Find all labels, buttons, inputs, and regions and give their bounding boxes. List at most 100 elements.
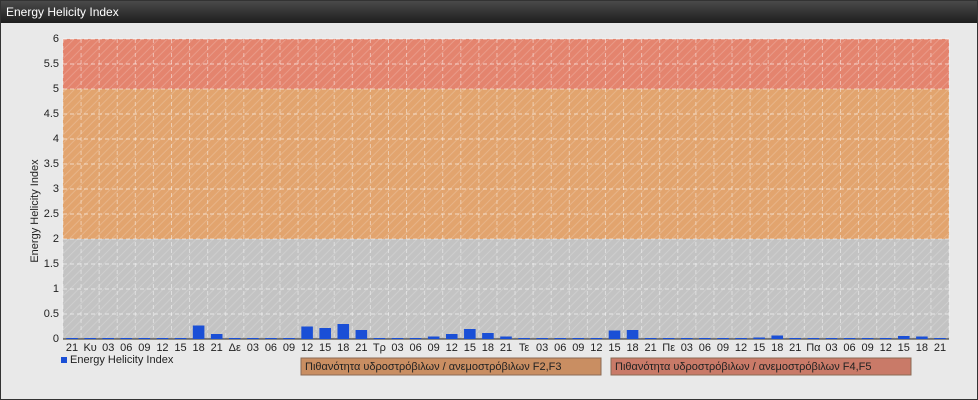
x-tick-label: Πα bbox=[806, 342, 821, 354]
x-tick-label: 06 bbox=[409, 342, 421, 354]
y-tick-label: 4 bbox=[53, 133, 59, 145]
x-tick-label: 21 bbox=[66, 342, 78, 354]
x-tick-label: 18 bbox=[337, 342, 349, 354]
bar bbox=[861, 338, 874, 339]
bar bbox=[807, 338, 820, 339]
bar bbox=[572, 338, 585, 339]
bar bbox=[84, 338, 96, 339]
x-tick-label: Πε bbox=[662, 342, 675, 354]
bar bbox=[373, 338, 386, 339]
y-tick-label: 5 bbox=[53, 83, 59, 95]
x-tick-label: 03 bbox=[391, 342, 403, 354]
band-legend-box bbox=[300, 357, 602, 376]
bar bbox=[934, 338, 946, 339]
x-tick-label: 09 bbox=[862, 342, 874, 354]
bar bbox=[464, 329, 476, 339]
bar bbox=[265, 338, 277, 339]
x-tick-label: 09 bbox=[717, 342, 729, 354]
band-legend-label: Πιθανότητα υδροστρόβιλων / ανεμοστρόβιλω… bbox=[615, 361, 872, 373]
y-tick-label: 4.5 bbox=[44, 108, 59, 120]
bar bbox=[283, 338, 295, 339]
x-tick-label: 21 bbox=[500, 342, 512, 354]
x-tick-label: Τρ bbox=[373, 342, 386, 354]
bar bbox=[409, 338, 422, 339]
x-tick-label: Δε bbox=[229, 342, 241, 354]
x-tick-label: Τε bbox=[519, 342, 530, 354]
x-tick-label: 09 bbox=[428, 342, 440, 354]
x-tick-label: 15 bbox=[319, 342, 331, 354]
bar bbox=[699, 338, 711, 339]
x-tick-label: 15 bbox=[753, 342, 765, 354]
y-tick-label: 0 bbox=[53, 333, 59, 345]
bar bbox=[518, 338, 530, 339]
x-tick-label: 09 bbox=[138, 342, 150, 354]
bar bbox=[644, 338, 657, 339]
bar bbox=[66, 338, 78, 339]
y-tick-label: 3.5 bbox=[44, 158, 59, 170]
bar bbox=[771, 335, 784, 339]
bar bbox=[536, 338, 548, 339]
bar bbox=[337, 324, 350, 339]
legend-swatch bbox=[61, 357, 67, 363]
y-tick-label: 5.5 bbox=[44, 58, 59, 70]
bar bbox=[391, 338, 404, 339]
bar bbox=[590, 338, 603, 339]
x-tick-label: 03 bbox=[536, 342, 548, 354]
y-tick-label: 3 bbox=[53, 183, 59, 195]
x-tick-label: 18 bbox=[771, 342, 783, 354]
x-tick-label: 03 bbox=[247, 342, 259, 354]
bar bbox=[427, 336, 440, 339]
x-tick-label: 09 bbox=[572, 342, 584, 354]
x-tick-label: 12 bbox=[880, 342, 892, 354]
x-tick-label: 06 bbox=[554, 342, 566, 354]
y-tick-label: 1 bbox=[53, 283, 59, 295]
bar bbox=[843, 338, 856, 339]
bar bbox=[355, 330, 368, 339]
x-tick-label: 12 bbox=[735, 342, 747, 354]
bar bbox=[228, 338, 241, 339]
x-tick-label: 12 bbox=[590, 342, 602, 354]
bar bbox=[192, 325, 205, 339]
band-legend-box bbox=[610, 357, 912, 376]
bar bbox=[608, 330, 621, 339]
x-tick-label: 03 bbox=[681, 342, 693, 354]
x-tick-label: 06 bbox=[265, 342, 277, 354]
x-tick-label: 21 bbox=[645, 342, 657, 354]
x-tick-label: 06 bbox=[120, 342, 132, 354]
x-tick-label: 12 bbox=[156, 342, 168, 354]
y-tick-label: 1.5 bbox=[44, 258, 59, 270]
bar bbox=[825, 338, 838, 339]
bar bbox=[753, 337, 765, 339]
bar bbox=[681, 338, 693, 339]
x-tick-label: 15 bbox=[608, 342, 620, 354]
bar bbox=[898, 336, 910, 339]
bar bbox=[879, 338, 892, 339]
bar bbox=[662, 338, 675, 339]
x-tick-label: 18 bbox=[916, 342, 928, 354]
y-tick-label: 2 bbox=[53, 233, 59, 245]
x-tick-label: 03 bbox=[102, 342, 114, 354]
bar bbox=[120, 338, 133, 339]
header-title: Energy Helicity Index bbox=[1, 1, 977, 23]
x-tick-label: 21 bbox=[789, 342, 801, 354]
x-tick-label: 12 bbox=[446, 342, 458, 354]
bar bbox=[717, 338, 729, 339]
bar bbox=[174, 338, 187, 339]
bar bbox=[247, 338, 259, 339]
x-tick-label: 06 bbox=[699, 342, 711, 354]
x-tick-label: 18 bbox=[192, 342, 204, 354]
band-legend-label: Πιθανότητα υδροστρόβιλων / ανεμοστρόβιλω… bbox=[305, 361, 562, 373]
bar bbox=[554, 338, 567, 339]
x-tick-label: 09 bbox=[283, 342, 295, 354]
x-tick-label: 06 bbox=[843, 342, 855, 354]
x-tick-label: 15 bbox=[898, 342, 910, 354]
x-tick-label: Κυ bbox=[83, 342, 96, 354]
bar bbox=[735, 338, 747, 339]
x-tick-label: 21 bbox=[355, 342, 367, 354]
x-tick-label: 15 bbox=[464, 342, 476, 354]
bar bbox=[210, 334, 223, 339]
bar bbox=[789, 338, 802, 339]
x-tick-label: 21 bbox=[211, 342, 223, 354]
